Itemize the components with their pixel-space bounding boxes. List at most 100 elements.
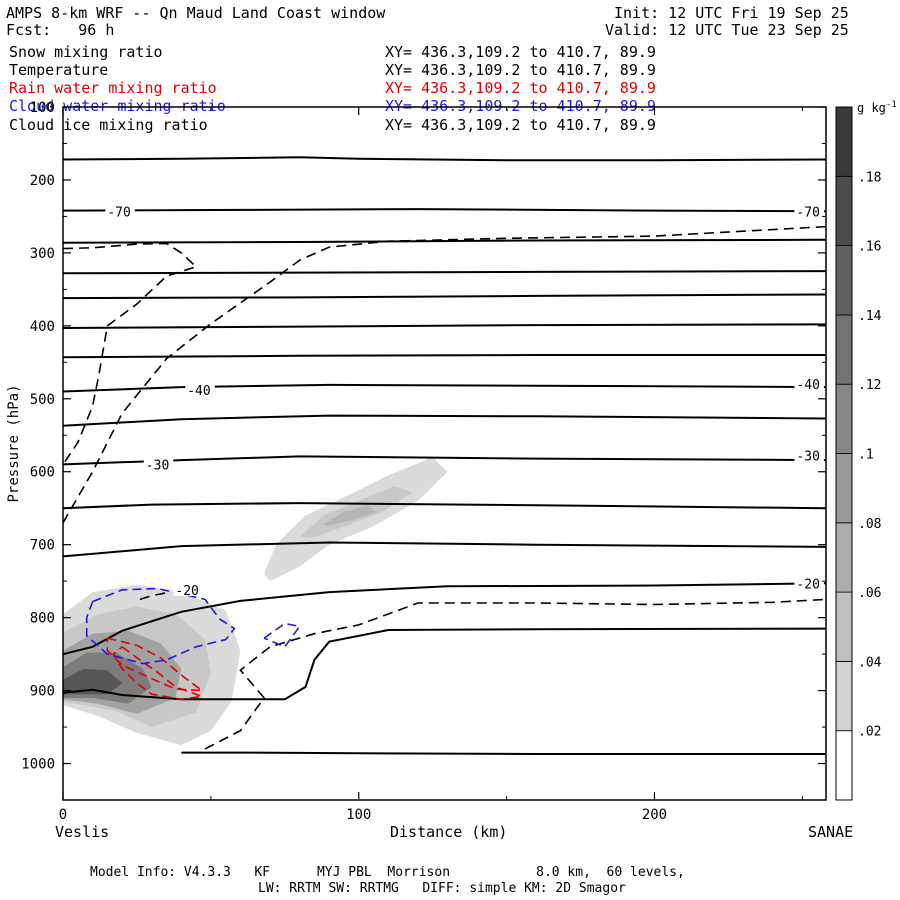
- isotherm-label-bg: [794, 448, 824, 462]
- colorbar-segment: [835, 175, 853, 247]
- field-name: Snow mixing ratio: [9, 43, 163, 61]
- isotherm-line: [181, 751, 826, 755]
- isotherm-dashed-line: [63, 242, 198, 465]
- y-tick-label: 800: [30, 611, 55, 627]
- isotherm-label-bg: [105, 204, 135, 218]
- isotherm-line: [63, 156, 826, 162]
- y-tick-label: 100: [30, 100, 55, 116]
- colorbar-segment: [835, 383, 853, 454]
- y-axis-label: Pressure (hPa): [6, 384, 22, 502]
- rain-water-contour: [112, 646, 203, 701]
- forecast-hour: Fcst: 96 h: [6, 21, 115, 39]
- init-time: Init: 12 UTC Fri 19 Sep 25: [614, 4, 849, 22]
- model-info-line1: Model Info: V4.3.3 KF MYJ PBL Morrison 8…: [90, 865, 685, 880]
- colorbar-segment: [835, 106, 853, 177]
- colorbar-segment: [835, 245, 853, 316]
- field-name: Cloud ice mixing ratio: [9, 116, 208, 134]
- isotherm-label: -70: [796, 205, 819, 220]
- y-tick-label: 300: [30, 246, 55, 262]
- left-endpoint-label: Veslis: [55, 823, 110, 841]
- valid-time: Valid: 12 UTC Tue 23 Sep 25: [605, 21, 849, 39]
- isotherm-dashed-line: [63, 225, 826, 524]
- colorbar-tick-label: .1: [858, 448, 874, 463]
- y-tick-label: 200: [30, 173, 55, 189]
- isotherm-line: [63, 238, 826, 244]
- isotherm-label: -30: [146, 458, 169, 473]
- isotherm-line: [63, 208, 826, 213]
- snow-shading-region: [323, 505, 377, 526]
- x-tick-label: 0: [59, 807, 67, 823]
- x-axis-label: Distance (km): [390, 823, 508, 841]
- colorbar-segment: [835, 661, 853, 732]
- isotherm-line: [63, 383, 826, 393]
- isotherm-label: -30: [796, 450, 819, 465]
- isotherm-line: [63, 414, 826, 427]
- right-endpoint-label: SANAE: [808, 823, 854, 841]
- y-tick-label: 400: [30, 319, 55, 335]
- field-name: Temperature: [9, 61, 109, 79]
- colorbar-segment: [835, 591, 853, 662]
- colorbar-unit: g kg-1: [857, 100, 897, 115]
- model-info-line2: LW: RRTM SW: RRTMG DIFF: simple KM: 2D S…: [258, 881, 626, 896]
- isotherm-label-bg: [794, 576, 824, 590]
- plot-layer: [63, 156, 826, 755]
- snow-shading-region: [63, 668, 123, 695]
- isotherm-dashed-line: [139, 592, 167, 601]
- colorbar-unit-base: g kg: [857, 101, 886, 115]
- y-tick-label: 1000: [21, 757, 55, 773]
- field-name: Cloud water mixing ratio: [9, 97, 226, 115]
- isotherm-line: [63, 627, 826, 701]
- isotherm-line: [63, 270, 826, 275]
- cloud-water-contour: [85, 587, 236, 665]
- isotherm-line: [63, 541, 826, 558]
- y-tick-label: 900: [30, 684, 55, 700]
- isotherm-label: -40: [796, 378, 819, 393]
- y-tick-label: 600: [30, 465, 55, 481]
- field-xy: XY= 436.3,109.2 to 410.7, 89.9: [385, 116, 656, 134]
- colorbar-tick-label: .08: [858, 517, 881, 532]
- colorbar-unit-exponent: -1: [886, 100, 897, 110]
- isotherm-label-bg: [185, 383, 215, 397]
- isotherm-label-bg: [143, 457, 174, 471]
- colorbar-segment: [835, 730, 853, 801]
- colorbar-tick-label: .14: [858, 309, 882, 324]
- map-title: AMPS 8-km WRF -- Qn Maud Land Coast wind…: [6, 4, 386, 22]
- isotherm-label-bg: [173, 582, 203, 596]
- isotherm-label: -20: [796, 577, 819, 592]
- x-tick-label: 200: [642, 807, 667, 823]
- isotherm-label: -70: [107, 205, 130, 220]
- isotherm-line: [63, 323, 826, 329]
- colorbar-tick-label: .12: [858, 378, 881, 393]
- colorbar-segment: [835, 453, 853, 524]
- colorbar-tick-label: .16: [858, 240, 881, 255]
- field-xy: XY= 436.3,109.2 to 410.7, 89.9: [385, 61, 656, 79]
- isotherm-label: -40: [187, 384, 210, 399]
- field-xy: XY= 436.3,109.2 to 410.7, 89.9: [385, 97, 656, 115]
- y-tick-label: 500: [30, 392, 55, 408]
- colorbar-tick-label: .06: [858, 586, 881, 601]
- isotherm-line: [63, 582, 826, 656]
- field-name: Rain water mixing ratio: [9, 79, 217, 97]
- field-xy: XY= 436.3,109.2 to 410.7, 89.9: [385, 43, 656, 61]
- colorbar-tick-label: .02: [858, 725, 881, 740]
- colorbar-tick-label: .18: [858, 170, 881, 185]
- isotherm-label: -20: [175, 584, 198, 599]
- isotherm-label-bg: [794, 377, 824, 391]
- isotherm-line: [63, 354, 826, 359]
- colorbar-tick-label: .04: [858, 655, 882, 670]
- colorbar-segment: [835, 522, 853, 593]
- colorbar-segment: [835, 314, 853, 385]
- plot-frame: [62, 106, 827, 801]
- cloud-water-contour: [263, 622, 301, 648]
- y-tick-label: 700: [30, 538, 55, 554]
- isotherm-label-bg: [794, 204, 824, 218]
- isotherm-line: [63, 502, 826, 510]
- isotherm-line: [63, 293, 826, 300]
- rain-water-contour: [106, 637, 205, 692]
- isotherm-line: [63, 455, 826, 466]
- colorbar-frame: [835, 106, 853, 801]
- field-xy: XY= 436.3,109.2 to 410.7, 89.9: [385, 79, 656, 97]
- x-tick-label: 100: [346, 807, 371, 823]
- isotherm-dashed-line: [204, 598, 826, 750]
